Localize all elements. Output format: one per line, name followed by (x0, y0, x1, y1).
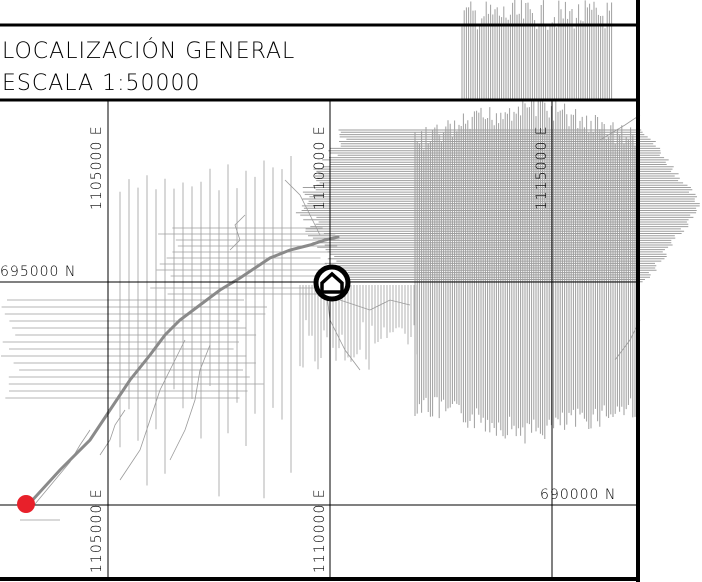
easting-label-top-1115000: 1115000 E (534, 125, 550, 210)
northing-label-690000: 690000 N (540, 487, 616, 503)
reference-point-marker (17, 495, 35, 513)
northing-label-695000: 695000 N (0, 264, 76, 280)
project-site-marker (313, 264, 351, 302)
main-road (26, 235, 340, 507)
easting-label-bottom-1105000: 1105000 E (89, 488, 105, 573)
house-icon (320, 271, 344, 294)
easting-label-top-1105000: 1105000 E (89, 125, 105, 210)
map-frame (0, 0, 640, 582)
map-scale: ESCALA 1:50000 (2, 71, 200, 96)
easting-label-bottom-1110000: 1110000 E (312, 488, 328, 573)
map-title: LOCALIZACIÓN GENERAL (2, 38, 295, 64)
easting-label-top-1110000: 1110000 E (312, 125, 328, 210)
